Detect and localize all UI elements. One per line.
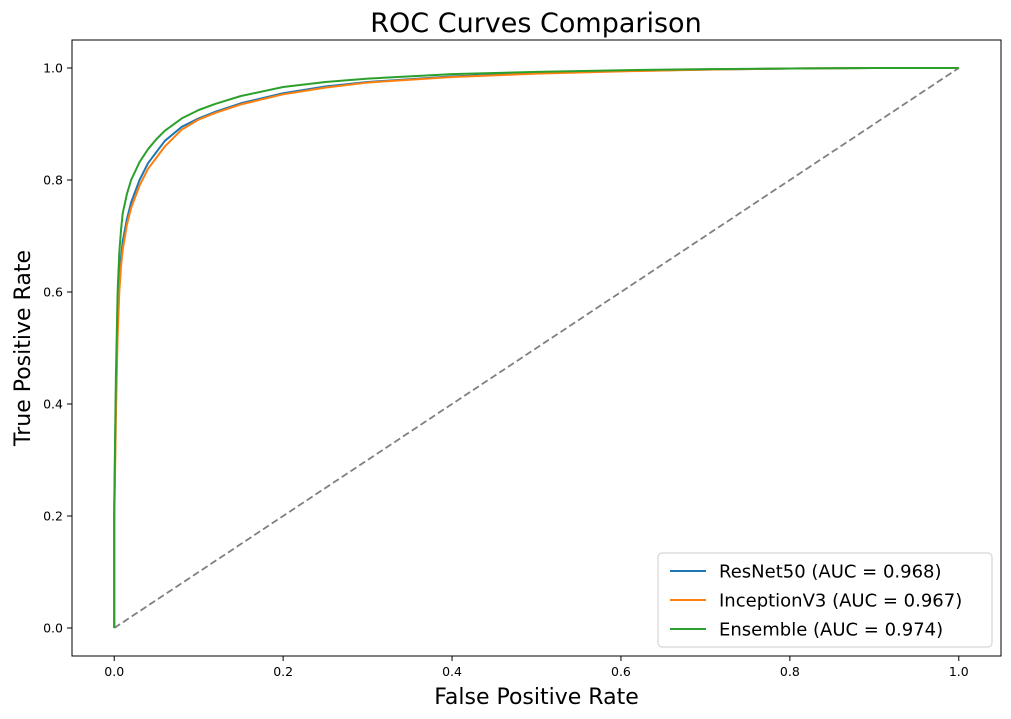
legend: ResNet50 (AUC = 0.968) InceptionV3 (AUC =… — [657, 552, 993, 648]
reference-diagonal-line — [113, 67, 960, 629]
chart-title: ROC Curves Comparison — [370, 8, 701, 39]
y-tick-label: 1.0 — [43, 61, 63, 76]
x-tick-label: 0.6 — [611, 664, 631, 679]
legend-entry-1: InceptionV3 (AUC = 0.967) — [719, 591, 962, 612]
x-tick-label: 0.4 — [442, 664, 462, 679]
x-tick-label: 0.2 — [273, 664, 293, 679]
x-tick-label: 1.0 — [949, 664, 969, 679]
y-tick-label: 0.8 — [43, 173, 63, 188]
y-tick-label: 0.6 — [43, 285, 63, 300]
series-line-2 — [113, 67, 959, 628]
x-axis-label: False Positive Rate — [434, 685, 638, 710]
y-axis-ticks: 0.0 0.2 0.4 0.6 0.8 1.0 — [43, 61, 72, 636]
y-tick-label: 0.0 — [43, 621, 63, 636]
y-tick-label: 0.4 — [43, 397, 63, 412]
x-tick-label: 0.0 — [104, 664, 124, 679]
x-axis-ticks: 0.0 0.2 0.4 0.6 0.8 1.0 — [104, 656, 969, 679]
series-line-1 — [113, 67, 959, 628]
x-tick-label: 0.8 — [780, 664, 800, 679]
legend-entry-0: ResNet50 (AUC = 0.968) — [719, 562, 942, 583]
y-axis-label: True Positive Rate — [11, 250, 36, 447]
plot-area-frame — [71, 39, 1002, 657]
legend-entry-2: Ensemble (AUC = 0.974) — [719, 620, 943, 641]
legend-box — [657, 552, 993, 648]
y-tick-label: 0.2 — [43, 509, 63, 524]
